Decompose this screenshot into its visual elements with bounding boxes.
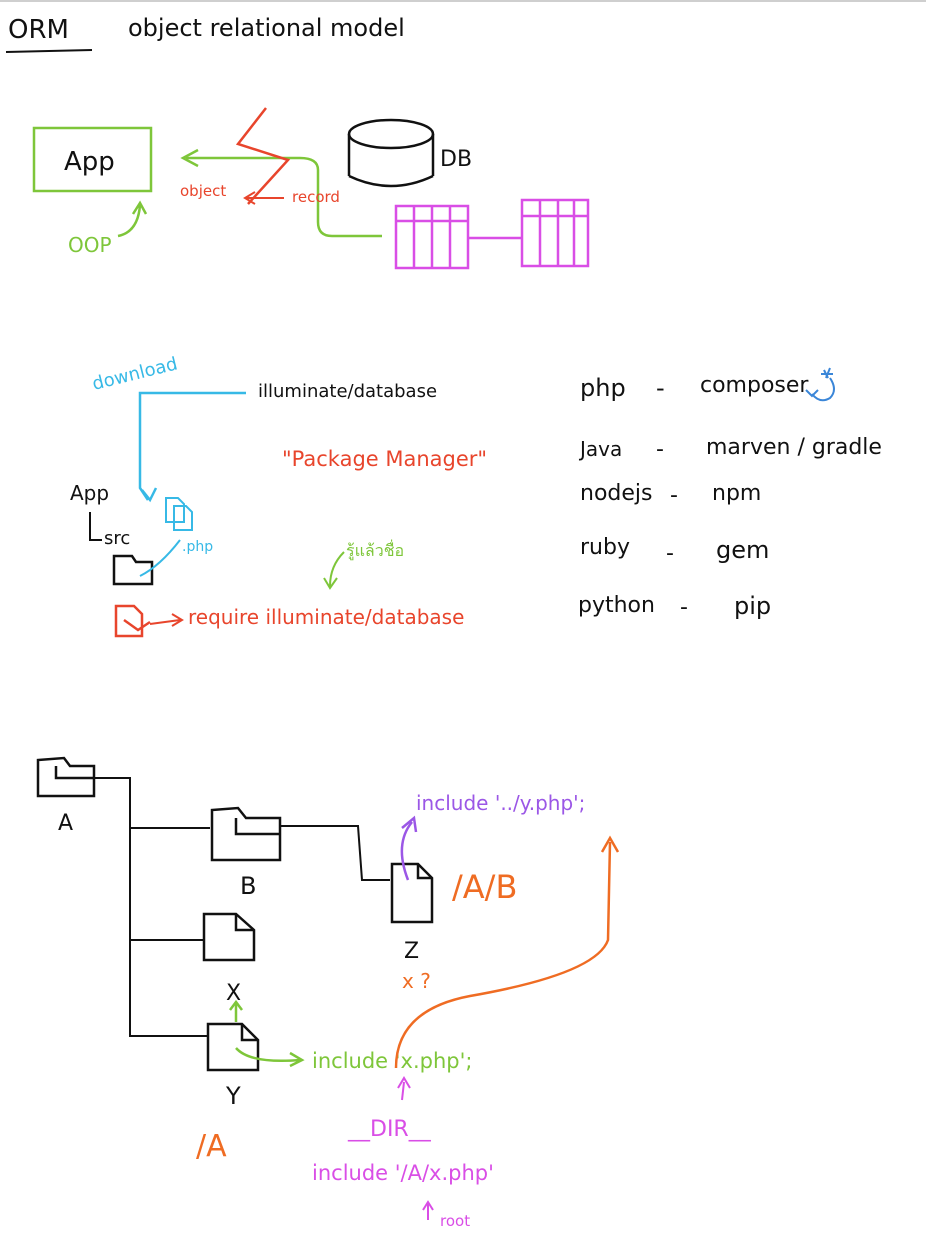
top-border — [0, 0, 926, 2]
manager-row: nodejs - npm — [580, 481, 761, 508]
include-absolute-code: include '/A/x.php' — [312, 1161, 494, 1185]
src-folder-icon — [112, 554, 154, 586]
file-y-icon — [206, 1022, 260, 1072]
oop-arrow — [117, 204, 142, 238]
manager-tool: composer — [700, 373, 809, 398]
include-x-code: include 'x.php'; — [312, 1049, 472, 1073]
x-question-label: x ? — [402, 969, 431, 993]
table-icon-left — [394, 204, 470, 270]
manager-dash: - — [656, 374, 665, 402]
thai-note: รู้แล้วชื่อ — [346, 539, 404, 561]
y-include-arrow-head — [289, 1051, 305, 1068]
composer-json-icon — [114, 604, 151, 638]
object-label: object — [180, 182, 226, 200]
lightning-icon — [235, 107, 291, 205]
package-manager-label: "Package Manager" — [282, 447, 487, 471]
package-name: illuminate/database — [258, 381, 437, 402]
thai-note-arrow-head — [323, 577, 338, 590]
orm-title-full: object relational model — [128, 14, 405, 42]
manager-dash: - — [666, 541, 674, 566]
manager-lang: php — [580, 374, 626, 402]
y-to-x-arrow-head — [229, 999, 243, 1011]
dir-arrow-head — [397, 1076, 411, 1089]
table-icon-right — [520, 198, 590, 268]
folder-b-label: B — [240, 872, 256, 900]
record-label: record — [292, 188, 340, 206]
file-z-label: Z — [404, 939, 419, 964]
z-include-arrow-head — [401, 815, 418, 833]
path-ab-label: /A/B — [452, 868, 517, 906]
manager-row: php - composer — [580, 373, 809, 402]
database-icon — [347, 118, 435, 188]
manager-tool: marven / gradle — [706, 435, 882, 460]
php-label: .php — [182, 539, 213, 555]
root-label: root — [440, 1212, 470, 1230]
manager-row: python - pip — [578, 592, 771, 620]
src-label: src — [104, 528, 130, 549]
file-into-folder-arrow — [139, 539, 181, 577]
manager-tool: npm — [712, 481, 761, 506]
src-tree-line — [89, 512, 102, 541]
orm-section: ORM object relational model App OOP obje… — [5, 14, 590, 270]
z-include-arrow — [400, 821, 413, 881]
manager-row: Java - marven / gradle — [578, 435, 882, 462]
file-y-label: Y — [225, 1082, 241, 1110]
include-up-code: include '../y.php'; — [416, 791, 585, 815]
db-label: DB — [440, 147, 472, 172]
tree-trunk — [94, 777, 208, 1037]
folder-a-label: A — [58, 811, 73, 836]
thai-note-arrow — [329, 551, 345, 587]
app-folder-label: App — [70, 481, 109, 505]
folder-a-icon — [36, 756, 96, 798]
path-a-label: /A — [196, 1129, 227, 1164]
oop-label: OOP — [68, 233, 112, 257]
file-x-label: X — [226, 981, 241, 1006]
download-label: download — [90, 353, 180, 394]
resolve-path-arrow — [394, 841, 612, 1069]
package-section: download illuminate/database "Package Ma… — [70, 353, 882, 638]
manager-lang: python — [578, 593, 655, 618]
manager-dash: - — [680, 595, 688, 620]
folder-b-icon — [210, 806, 282, 862]
manager-list: php - composer Java - marven / gradle no… — [578, 373, 882, 620]
orm-title-abbr: ORM — [8, 15, 69, 45]
file-z-icon — [390, 862, 434, 924]
file-x-icon — [202, 912, 256, 962]
manager-lang: nodejs — [580, 481, 652, 506]
oop-arrow-head — [131, 200, 148, 215]
manager-lang: Java — [578, 437, 622, 461]
manager-row: ruby - gem — [580, 535, 769, 566]
y-include-arrow — [235, 1047, 301, 1063]
manager-dash: - — [656, 437, 664, 462]
manager-lang: ruby — [580, 535, 630, 560]
record-to-object-arrow-head — [243, 191, 256, 205]
include-section: A B Z include '../y.php'; /A/B x ? X — [36, 756, 620, 1230]
record-to-app-arrow-head — [180, 148, 199, 168]
manager-tool: pip — [734, 592, 771, 620]
resolve-path-arrow-head — [600, 835, 620, 853]
php-files-icon — [165, 497, 193, 531]
download-arrow — [138, 391, 246, 501]
dir-constant: __DIR__ — [347, 1117, 432, 1142]
manager-tool: gem — [716, 536, 769, 564]
orm-title-underline — [5, 49, 93, 53]
root-arrow-head — [422, 1200, 434, 1211]
record-to-app-arrow — [186, 156, 382, 238]
app-box — [32, 126, 153, 193]
download-arrow-head — [141, 487, 158, 503]
dir-arrow — [401, 1081, 405, 1101]
require-arrow — [149, 619, 181, 625]
composer-refresh-icon — [805, 367, 835, 402]
app-box-label: App — [64, 147, 115, 177]
require-arrow-head — [171, 613, 184, 627]
require-line: require illuminate/database — [188, 605, 464, 629]
tree-branch-z — [280, 825, 390, 881]
manager-dash: - — [670, 483, 678, 508]
